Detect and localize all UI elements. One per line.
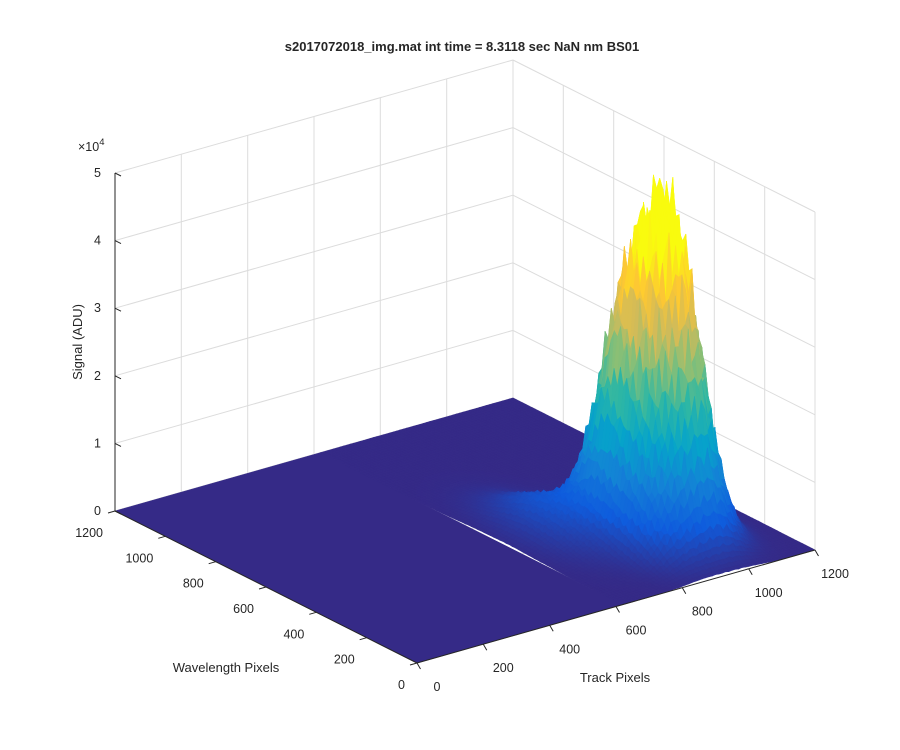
grid-line [114,194,514,309]
grid-line [114,59,514,174]
grid-line [114,262,514,377]
grid-line [114,329,514,444]
grid-line [114,127,514,242]
surface [114,174,816,664]
grid-line [512,59,816,213]
